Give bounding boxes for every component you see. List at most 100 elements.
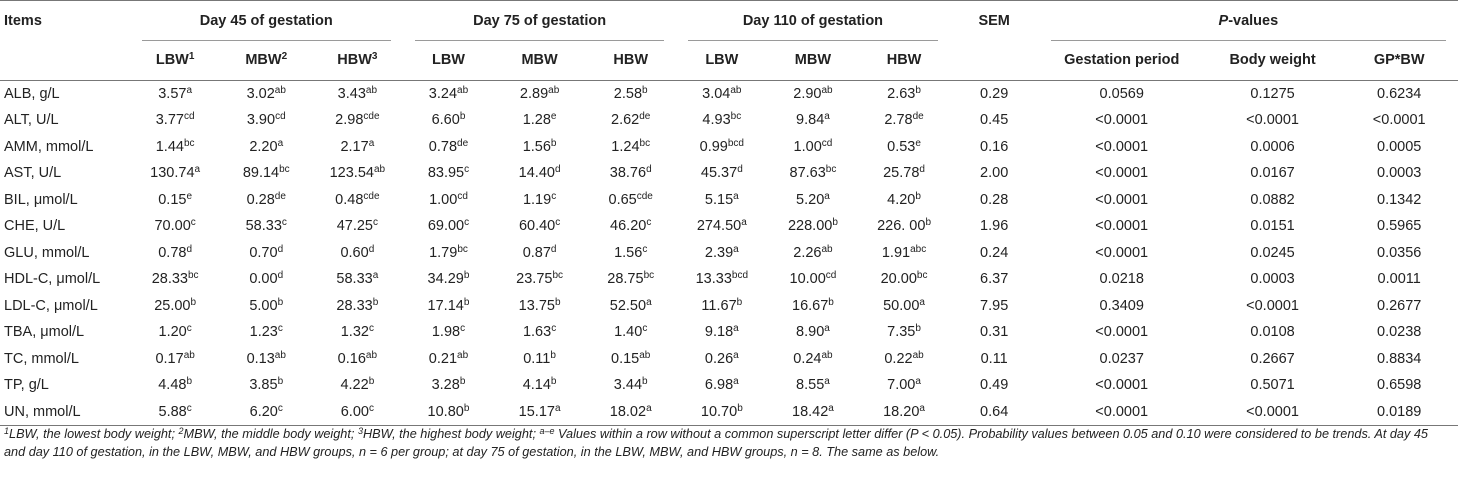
significance-letters: d (550, 243, 557, 255)
table-row: ALB, g/L 3.57a 3.02ab 3.43ab 3.24ab 2.89ab 2.5… (0, 81, 1458, 108)
cell-value: 4.20 (887, 191, 916, 208)
table-cell: 226. 00b (858, 213, 949, 240)
header-row-columns: LBW1 MBW2 HBW3 LBW MBW HBW LBW MBW HBW Gestation … (0, 41, 1458, 81)
table-cell: 1.20c (130, 319, 221, 346)
significance-letters: bcd (727, 137, 744, 149)
table-cell: 15.17a (494, 399, 585, 426)
table-cell: 9.84a (767, 107, 858, 134)
cell-value: 0.60 (340, 244, 369, 261)
cell-value: 1.79 (429, 244, 458, 261)
cell-value: 16.67 (792, 297, 829, 314)
table-cell: 69.00c (403, 213, 494, 240)
cell-value: 4.48 (158, 377, 187, 394)
cell-value: 3.77 (155, 112, 184, 129)
significance-letters: d (646, 164, 652, 176)
cell-value: 0.17 (155, 350, 184, 367)
table-cell: 1.44bc (130, 134, 221, 161)
significance-letters: c (642, 323, 648, 335)
cell-value: 8.90 (796, 324, 825, 341)
footnote-text: Values within a row without a common sup… (4, 427, 1428, 459)
significance-letters: ab (821, 243, 833, 255)
table-cell: 274.50a (676, 213, 767, 240)
cell-value: 2.17 (340, 138, 369, 155)
pvalue-cell: <0.0001 (1246, 403, 1299, 420)
table-cell: 0.28de (221, 187, 312, 214)
row-item-label: CHE, U/L (4, 218, 66, 235)
pvalue-cell: <0.0001 (1095, 112, 1149, 129)
table-cell: 0.15ab (585, 346, 676, 373)
significance-letters: a (733, 323, 739, 335)
significance-letters: b (463, 296, 470, 308)
group-underline (1050, 39, 1446, 41)
significance-letters: d (368, 243, 375, 255)
table-cell: 34.29b (403, 266, 494, 293)
row-item-label: GLU, mmol/L (4, 244, 90, 261)
significance-letters: a (554, 402, 561, 414)
table-cell: 5.00b (221, 293, 312, 320)
table-cell: 0.15e (130, 187, 221, 214)
cell-value: 0.70 (249, 244, 278, 261)
blank-header (950, 41, 1039, 81)
cell-value: 123.54 (329, 165, 374, 182)
cell-value: 25.78 (883, 165, 920, 182)
table-row: TC, mmol/L 0.17ab 0.13ab 0.16ab 0.21ab 0.11b 0… (0, 346, 1458, 373)
pvalue-cell: 0.6234 (1377, 86, 1422, 102)
pvalue-cell: <0.0001 (1095, 218, 1149, 235)
cell-value: 0.28 (246, 191, 275, 208)
significance-letters: bc (188, 270, 199, 282)
table-cell: 2.98cde (312, 107, 403, 134)
significance-letters: a (368, 137, 375, 149)
significance-letters: b (736, 296, 743, 308)
cell-value: 3.85 (249, 377, 278, 394)
footnote-marker: 3 (357, 426, 363, 436)
significance-letters: b (925, 217, 932, 229)
cell-value: 60.40 (518, 218, 556, 235)
cell-value: 50.00 (883, 297, 920, 314)
significance-letters: de (912, 111, 924, 123)
table-cell: 6.98a (676, 372, 767, 399)
header-row-groups: Items Day 45 of gestation Day 75 of gest… (0, 0, 1458, 41)
table-cell: 2.20a (221, 134, 312, 161)
table-cell: 13.33bcd (676, 266, 767, 293)
row-item-label: AMM, mmol/L (4, 138, 94, 155)
footnote-marker: a–e (539, 426, 555, 436)
significance-letters: b (915, 190, 921, 202)
group-header-label: Day 75 of gestation (473, 12, 607, 29)
table-row: AST, U/L 130.74a 89.14bc 123.54ab 83.95c 14.4… (0, 160, 1458, 187)
table-cell: 5.88c (130, 399, 221, 426)
significance-letters: de (457, 137, 469, 149)
cell-value: 5.15 (704, 191, 734, 208)
table-cell: 9.18a (676, 319, 767, 346)
table-body: ALB, g/L 3.57a 3.02ab 3.43ab 3.24ab 2.89ab 2.5… (0, 81, 1458, 426)
significance-letters: cd (825, 270, 837, 282)
column-header-label: HBW (613, 52, 649, 69)
row-item-label: TP, g/L (4, 377, 49, 394)
pvalue-cell: <0.0001 (1095, 165, 1149, 182)
significance-letters: bc (916, 270, 928, 282)
group-underline (414, 39, 665, 41)
significance-letters: a (824, 376, 830, 388)
pvalues-header: P-values (1039, 1, 1458, 41)
cell-value: 5.88 (158, 403, 187, 420)
cell-value: 3.43 (337, 86, 366, 102)
pvalue-cell: 0.0569 (1099, 86, 1144, 102)
table-cell: 1.63c (494, 319, 585, 346)
row-item-label: AST, U/L (4, 165, 62, 182)
cell-value: 1.23 (249, 324, 278, 341)
significance-letters: ab (274, 85, 286, 96)
cell-value: 14.40 (518, 165, 555, 182)
significance-letters: b (550, 376, 557, 388)
significance-letters: c (368, 323, 374, 335)
cell-value: 18.02 (609, 403, 647, 420)
cell-value: 23.75 (516, 271, 553, 288)
cell-value: 2.98 (335, 112, 364, 129)
cell-value: 4.93 (702, 112, 731, 129)
significance-letters: bc (183, 137, 195, 149)
cell-value: 6.00 (340, 403, 369, 420)
column-header: MBW (494, 41, 585, 81)
cell-value: 87.63 (789, 165, 826, 182)
table-cell: 0.65cde (585, 187, 676, 214)
table-cell: 7.35b (858, 319, 949, 346)
significance-letters: a (194, 164, 201, 176)
cell-value: 10.00 (789, 271, 826, 288)
